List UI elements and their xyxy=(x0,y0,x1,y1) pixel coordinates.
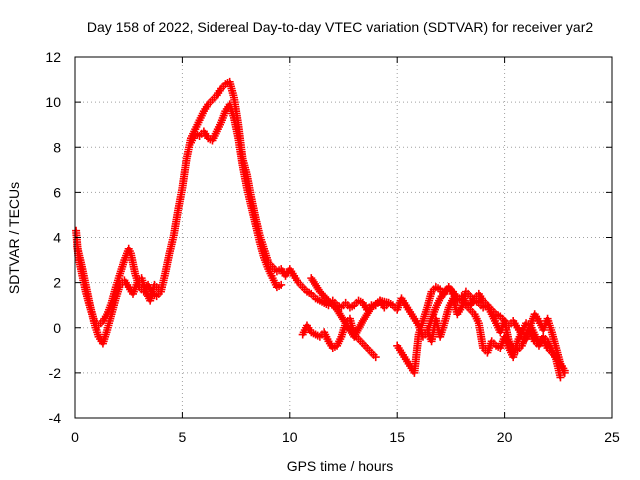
x-tick-label: 20 xyxy=(497,429,513,445)
y-tick-label: -4 xyxy=(49,410,62,426)
data-points xyxy=(72,77,569,382)
data-point xyxy=(560,368,569,377)
gridlines xyxy=(75,57,612,418)
y-tick-label: 10 xyxy=(45,94,61,110)
x-tick-labels: 0 5 10 15 20 25 xyxy=(71,429,620,445)
x-tick-label: 5 xyxy=(179,429,187,445)
axis-ticks xyxy=(74,56,613,419)
chart-title: Day 158 of 2022, Sidereal Day-to-day VTE… xyxy=(87,19,593,35)
y-tick-label: 2 xyxy=(53,275,61,291)
x-tick-label: 10 xyxy=(282,429,298,445)
y-tick-labels: -4 -2 0 2 4 6 8 10 12 xyxy=(45,49,61,426)
x-tick-label: 15 xyxy=(389,429,405,445)
data-point xyxy=(154,285,163,294)
y-tick-label: -2 xyxy=(49,365,62,381)
data-point xyxy=(384,298,393,307)
y-axis-label: SDTVAR / TECUs xyxy=(6,182,22,294)
y-tick-label: 12 xyxy=(45,49,61,65)
x-tick-label: 0 xyxy=(71,429,79,445)
data-point xyxy=(277,280,286,289)
data-point xyxy=(371,353,380,362)
x-tick-label: 25 xyxy=(604,429,620,445)
y-tick-label: 4 xyxy=(53,230,61,246)
y-tick-label: 8 xyxy=(53,139,61,155)
data-point xyxy=(556,373,565,382)
x-axis-label: GPS time / hours xyxy=(287,458,394,474)
y-tick-label: 6 xyxy=(53,184,61,200)
y-tick-label: 0 xyxy=(53,320,61,336)
